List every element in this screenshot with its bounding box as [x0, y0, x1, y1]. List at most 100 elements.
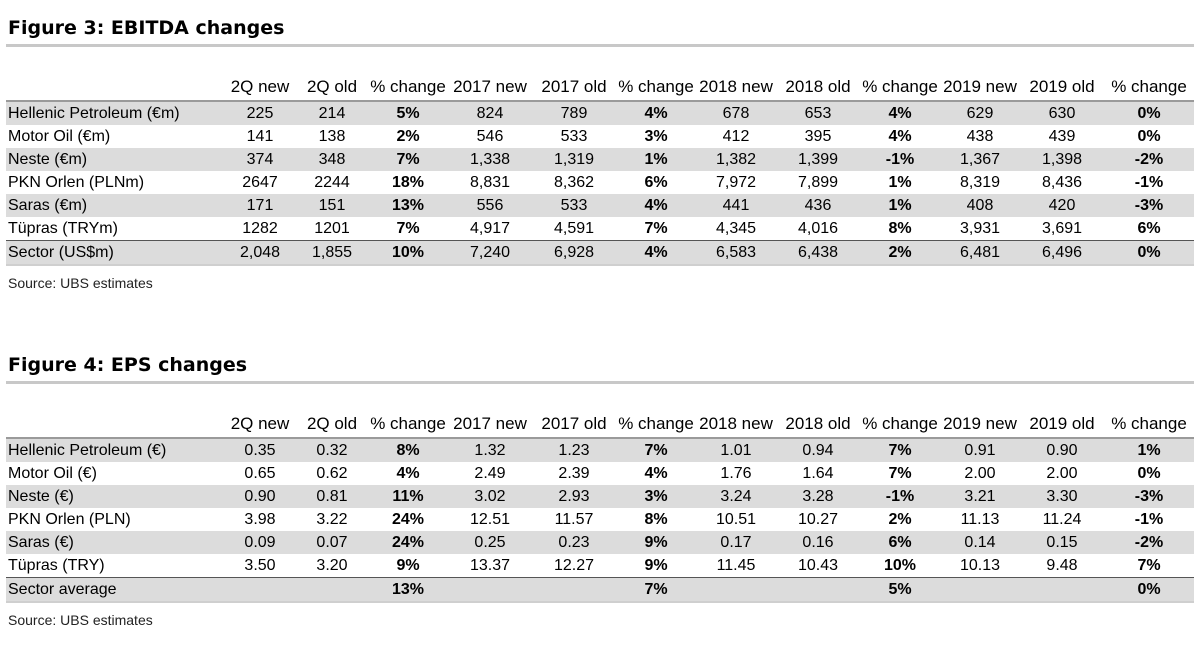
table-cell: 0.62	[316, 465, 348, 482]
table-cell: 0.90	[1020, 438, 1104, 462]
column-header: 2018 old	[776, 384, 860, 439]
table-cell	[696, 577, 776, 601]
table-cell: 6,481	[940, 240, 1020, 264]
table-cell: 0.25	[448, 531, 532, 554]
table-cell: 13.37	[469, 557, 511, 574]
table-cell: 1%	[888, 174, 912, 191]
table-row: PKN Orlen (PLNm) 2647 2244 18% 8,831 8,362 6% 7…	[6, 171, 1194, 194]
table-cell: 7,240	[448, 240, 532, 264]
column-header: 2Q new	[224, 384, 296, 439]
table-cell: 1201	[314, 220, 350, 237]
table-cell: 1,338	[448, 148, 532, 171]
table-cell: 4%	[888, 128, 912, 145]
row-label: PKN Orlen (PLNm)	[8, 174, 145, 191]
table-row: Hellenic Petroleum (€m) 225 214 5% 824 789 4% 6…	[6, 101, 1194, 125]
figure-3-ebitda: Figure 3: EBITDA changes 2Q new 2Q old% c…	[6, 14, 1194, 292]
table-cell: 2,048	[224, 240, 296, 264]
figure-3-top-rule	[6, 44, 1194, 47]
table-cell: -1%	[1134, 174, 1164, 191]
table-cell: 348	[296, 148, 368, 171]
column-header: 2Q old	[296, 47, 368, 102]
table-cell: 10%	[368, 240, 448, 264]
table-cell: 653	[776, 101, 860, 125]
table-cell: 5%	[860, 577, 940, 601]
table-cell: 13%	[368, 577, 448, 601]
table-cell: 225	[224, 101, 296, 125]
table-cell: 3.21	[940, 485, 1020, 508]
table-cell: 11.45	[716, 557, 756, 574]
column-header: 2019 old	[1020, 47, 1104, 102]
column-header: % change	[860, 384, 940, 439]
table-row: Sector (US$m) 2,048 1,855 10% 7,240 6,928 4% 6,…	[6, 240, 1194, 264]
table-cell: 3,691	[1041, 220, 1083, 237]
row-label: Motor Oil (€)	[8, 465, 97, 482]
figure-3-bottom-rule	[6, 264, 1194, 266]
table-cell: 1,398	[1020, 148, 1104, 171]
table-cell: 7%	[396, 220, 420, 237]
row-label: Saras (€m)	[6, 194, 224, 217]
column-header: 2019 new	[940, 47, 1020, 102]
column-header: % change	[1104, 47, 1194, 102]
table-cell: 374	[224, 148, 296, 171]
column-header: 2017 old	[532, 47, 616, 102]
table-cell: 556	[448, 194, 532, 217]
table-cell: 0.32	[296, 438, 368, 462]
column-header: 2017 new	[448, 47, 532, 102]
figure-4-bottom-rule	[6, 601, 1194, 603]
eps-table: 2Q new 2Q old% change 2017 new 2017 old% ch…	[6, 384, 1194, 601]
table-cell: 1282	[242, 220, 278, 237]
table-row: Saras (€) 0.09 0.07 24% 0.25 0.23 9% 0.17 0.16 6%…	[6, 531, 1194, 554]
table-cell: 3%	[616, 485, 696, 508]
table-cell: 2.00	[964, 465, 996, 482]
table-cell: 2.39	[558, 465, 590, 482]
table-cell: 0%	[1137, 465, 1161, 482]
table-cell: 0.17	[696, 531, 776, 554]
row-label: Tüpras (TRYm)	[8, 220, 118, 237]
table-cell: 6%	[1137, 220, 1161, 237]
table-cell: 0.91	[940, 438, 1020, 462]
table-row: Hellenic Petroleum (€) 0.35 0.32 8% 1.32 1.23…	[6, 438, 1194, 462]
table-cell: 0.81	[296, 485, 368, 508]
table-cell: 13%	[368, 194, 448, 217]
table-cell: 4,917	[469, 220, 511, 237]
column-header: 2Q new	[224, 47, 296, 102]
table-cell: 3%	[644, 128, 668, 145]
table-cell: 4,591	[553, 220, 595, 237]
table-cell: 0.09	[224, 531, 296, 554]
table-cell: 629	[940, 101, 1020, 125]
table-cell: 10%	[883, 557, 917, 574]
row-label: Neste (€m)	[6, 148, 224, 171]
table-cell: -1%	[860, 485, 940, 508]
table-cell: 6,438	[776, 240, 860, 264]
table-cell	[224, 577, 296, 601]
table-cell: -1%	[1134, 511, 1164, 528]
table-cell: 7%	[1137, 557, 1161, 574]
table-cell: 4%	[396, 465, 420, 482]
column-header	[6, 47, 224, 102]
table-cell: 395	[804, 128, 832, 145]
table-cell: 7%	[616, 577, 696, 601]
table-cell: 3,931	[959, 220, 1001, 237]
table-row: Saras (€m) 171 151 13% 556 533 4% 441 436 1% 408 42…	[6, 194, 1194, 217]
row-label: Sector average	[6, 577, 224, 601]
row-label: Sector (US$m)	[6, 240, 224, 264]
table-cell: 1%	[860, 194, 940, 217]
row-label: Hellenic Petroleum (€m)	[6, 101, 224, 125]
table-cell: -2%	[1104, 531, 1194, 554]
row-label: Saras (€)	[6, 531, 224, 554]
table-cell: 11.13	[960, 511, 1000, 528]
column-header: 2018 new	[696, 384, 776, 439]
column-header: % change	[368, 47, 448, 102]
table-row: PKN Orlen (PLN) 3.98 3.22 24% 12.51 11.57 8% 10…	[6, 508, 1194, 531]
row-label: Tüpras (TRY)	[8, 557, 105, 574]
table-cell: 4%	[616, 101, 696, 125]
table-cell: 3.02	[448, 485, 532, 508]
table-cell: 1,399	[776, 148, 860, 171]
table-row: Motor Oil (€m) 141 138 2% 546 533 3% 412 395 4% 43…	[6, 125, 1194, 148]
table-cell: 439	[1048, 128, 1076, 145]
table-cell: 1.64	[802, 465, 834, 482]
table-cell: 1%	[616, 148, 696, 171]
table-row: Sector average 13% 7% 5% 0%	[6, 577, 1194, 601]
table-cell: 8%	[644, 511, 668, 528]
column-header: % change	[1104, 384, 1194, 439]
